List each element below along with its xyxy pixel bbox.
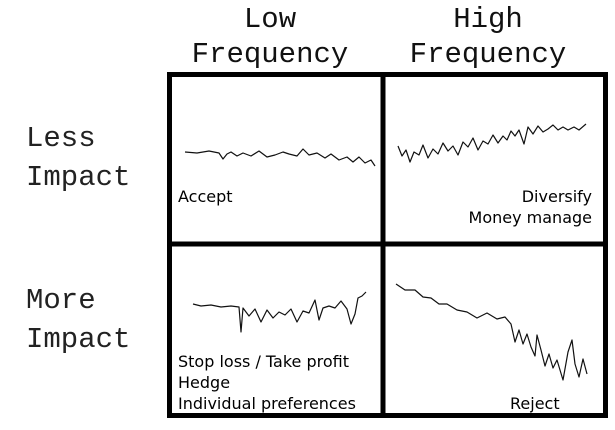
sketch-line-high-freq-more-impact: [395, 283, 588, 381]
sketch-line-high-freq-less-impact: [397, 123, 587, 163]
row-header-less-line1: Less: [26, 122, 96, 155]
quadrant-diversify-line2: Money manage: [468, 208, 592, 227]
sketch-line-low-freq-more-impact: [192, 291, 367, 333]
quadrant-stoploss-line3: Individual preferences: [178, 394, 356, 413]
column-header-low-line1: Low: [243, 3, 297, 36]
column-header-high-line1: High: [453, 3, 523, 36]
row-header-more-line2: Impact: [26, 323, 131, 356]
quadrant-label-diversify: Diversify Money manage: [469, 186, 592, 228]
quadrant-accept-text: Accept: [178, 187, 233, 206]
quadrant-diversify-line1: Diversify: [521, 187, 592, 206]
row-header-more-line1: More: [26, 284, 96, 317]
column-header-low-line2: Frequency: [191, 38, 349, 71]
quadrant-label-reject: Reject: [510, 393, 560, 414]
row-header-less-impact: Less Impact: [26, 119, 130, 197]
row-header-more-impact: More Impact: [26, 281, 130, 359]
row-header-less-line2: Impact: [26, 161, 131, 194]
column-header-low-frequency: Low Frequency: [165, 2, 375, 72]
quadrant-stoploss-line1: Stop loss / Take profit: [178, 352, 350, 371]
quadrant-label-stop-loss: Stop loss / Take profit Hedge Individual…: [178, 351, 356, 414]
quadrant-label-accept: Accept: [178, 186, 233, 207]
quadrant-reject-text: Reject: [510, 394, 560, 413]
risk-matrix-grid: [167, 72, 608, 418]
column-header-high-frequency: High Frequency: [383, 2, 593, 72]
quadrant-stoploss-line2: Hedge: [178, 373, 231, 392]
column-header-high-line2: Frequency: [409, 38, 567, 71]
sketch-line-low-freq-less-impact: [184, 148, 376, 167]
